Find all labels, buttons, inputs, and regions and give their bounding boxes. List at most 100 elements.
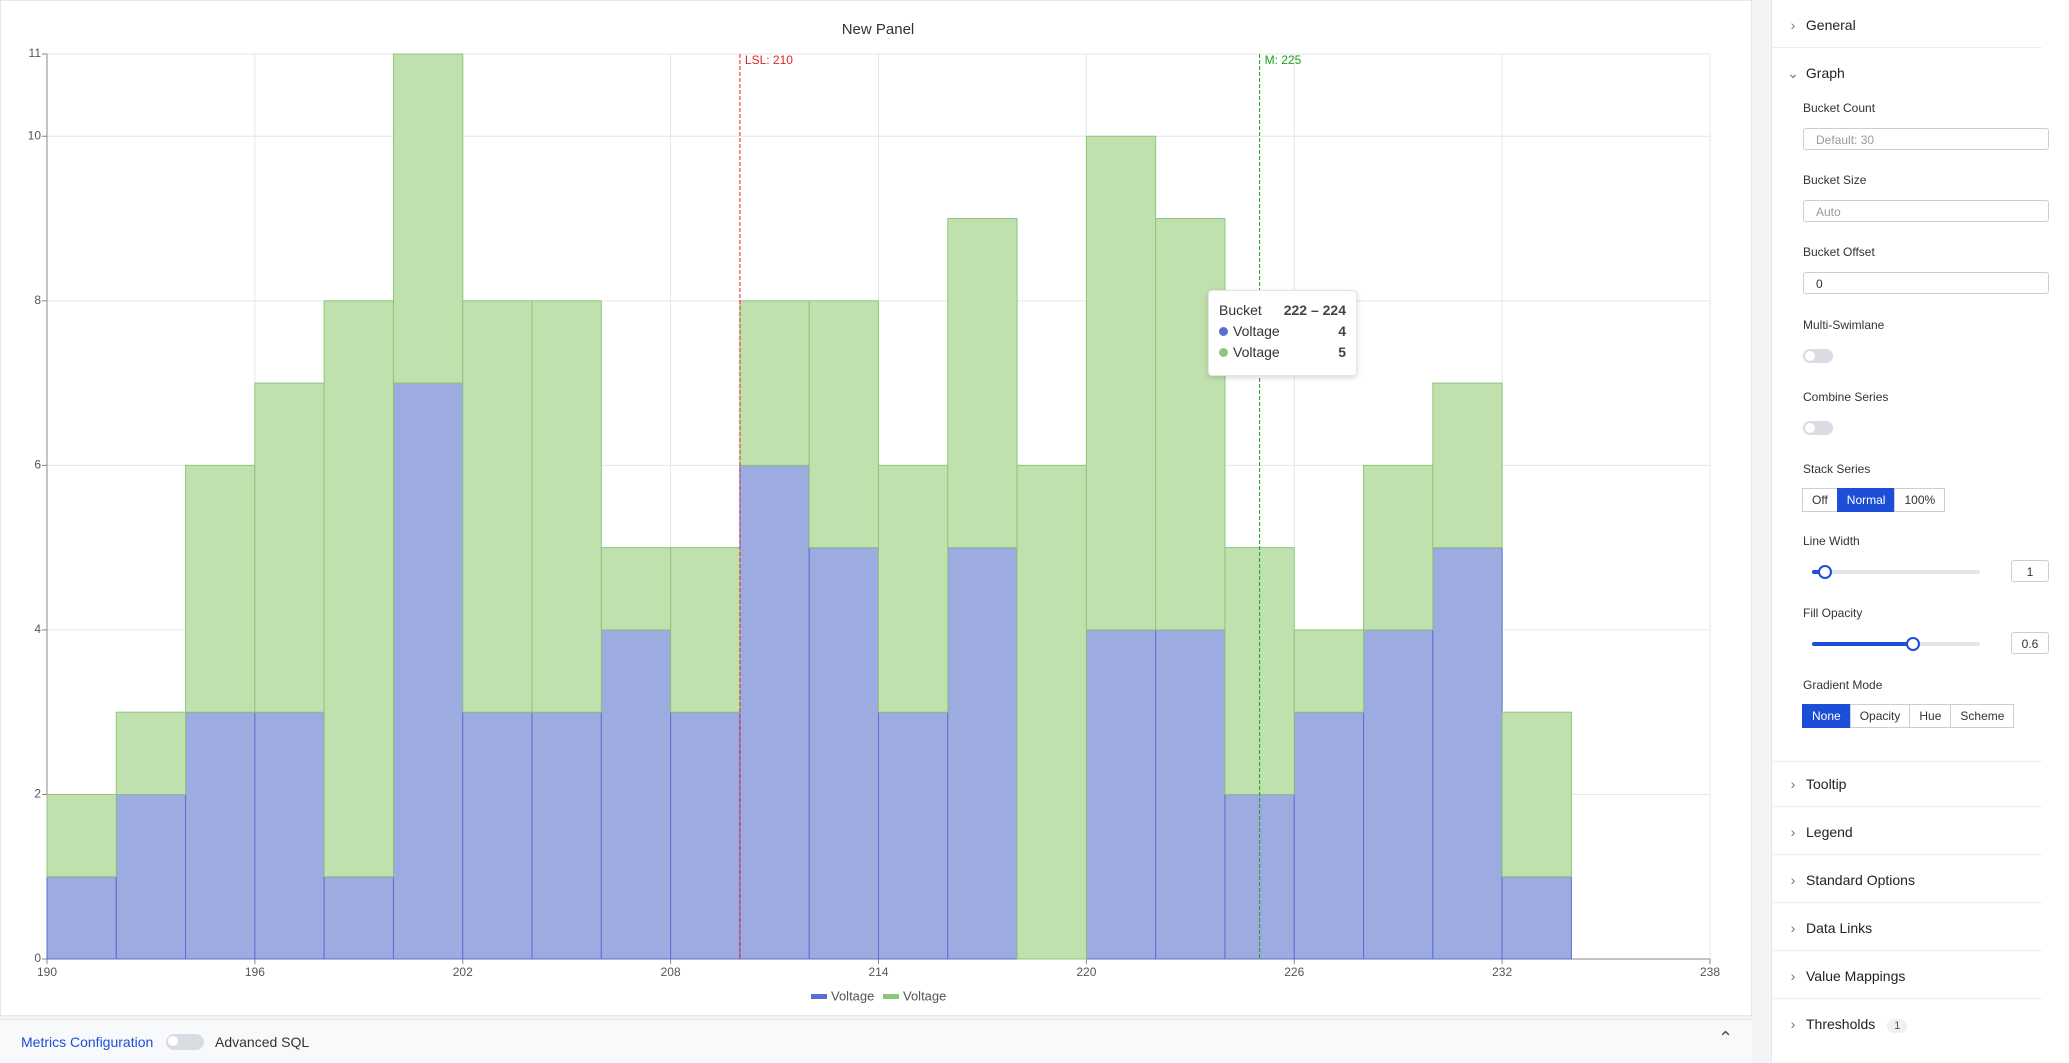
chevron: › — [1790, 1016, 1796, 1032]
tooltip-row: Voltage 5 — [1219, 341, 1346, 362]
histogram-bar — [1085, 629, 1157, 960]
x-tick-label: 208 — [661, 965, 681, 979]
histogram-bar — [739, 300, 810, 466]
slider-thumb[interactable] — [1906, 637, 1920, 651]
histogram-bar — [1432, 382, 1503, 549]
legend-swatch — [883, 994, 899, 999]
bucket-offset-input[interactable]: 0 — [1803, 272, 2049, 294]
multi-swimlane-toggle[interactable] — [1803, 349, 1833, 363]
histogram-bar — [46, 876, 117, 960]
metrics-config-link[interactable]: Metrics Configuration — [21, 1034, 154, 1050]
section-header[interactable]: › Value Mappings — [1772, 968, 2042, 999]
histogram-bar — [185, 464, 256, 713]
section-graph[interactable]: ⌄ Graph — [1787, 65, 1845, 81]
line-width-slider[interactable] — [1812, 565, 1980, 579]
section-general[interactable]: › General — [1772, 17, 2042, 48]
x-tick-label: 214 — [868, 965, 888, 979]
panel: New Panel 0 2 4 6 8 10 11 190 196 202 208 214 220 226… — [0, 0, 1752, 1016]
combine-series-toggle[interactable] — [1803, 421, 1833, 435]
tooltip-series: Voltage — [1233, 322, 1280, 339]
x-tick-label: 202 — [453, 965, 473, 979]
advanced-sql-toggle[interactable] — [166, 1034, 204, 1050]
option-button[interactable]: Scheme — [1950, 704, 2015, 728]
field-label: Multi-Swimlane — [1803, 318, 1885, 332]
histogram-bar — [878, 711, 949, 960]
histogram-bar — [1085, 135, 1157, 631]
field-label: Bucket Size — [1803, 173, 1867, 187]
section-header[interactable]: › Standard Options — [1772, 872, 2042, 903]
histogram-bar — [947, 547, 1018, 960]
section-header[interactable]: › Legend — [1772, 824, 2042, 855]
histogram-bar — [808, 547, 879, 960]
histogram-bar — [254, 382, 325, 713]
y-tick-label: 2 — [34, 787, 41, 801]
tooltip-dot — [1219, 326, 1228, 336]
histogram-bar — [185, 711, 256, 960]
y-tick-label: 11 — [29, 46, 42, 60]
field-label: Fill Opacity — [1803, 606, 1863, 620]
histogram-bar — [670, 547, 741, 713]
field-label: Bucket Offset — [1803, 245, 1875, 259]
y-tick-label: 4 — [34, 622, 41, 636]
tooltip-header: Bucket 222 – 224 — [1219, 299, 1346, 320]
option-button[interactable]: Hue — [1909, 704, 1952, 728]
chevron: › — [1790, 872, 1796, 888]
chart-title: New Panel — [842, 21, 915, 38]
legend-label: Voltage — [903, 988, 946, 1003]
option-button[interactable]: 100% — [1894, 488, 1946, 512]
histogram-bar — [1432, 547, 1503, 960]
y-tick-label: 6 — [34, 458, 41, 472]
line-width-value[interactable]: 1 — [2011, 560, 2049, 582]
histogram-bar — [947, 218, 1018, 549]
tooltip-range: 222 – 224 — [1283, 301, 1346, 318]
field-label: Line Width — [1803, 534, 1860, 548]
fill-opacity-value[interactable]: 0.6 — [2011, 632, 2049, 654]
section-title: Graph — [1805, 65, 1845, 81]
option-button[interactable]: Normal — [1836, 488, 1896, 512]
bucket-size-input[interactable]: Auto — [1803, 200, 2049, 222]
field-label: Gradient Mode — [1803, 678, 1883, 692]
section-header[interactable]: › Tooltip — [1772, 776, 2042, 807]
section-header[interactable]: › Thresholds 1 — [1772, 1016, 2042, 1047]
section-title: Standard Options — [1806, 872, 1915, 888]
slider-fill — [1812, 642, 1913, 646]
chevron: › — [1790, 776, 1796, 792]
chevron: › — [1790, 824, 1796, 840]
tooltip-dot — [1219, 347, 1228, 357]
tooltip-value: 4 — [1338, 322, 1346, 339]
histogram-bar — [1293, 711, 1365, 960]
bucket-count-input[interactable]: Default: 30 — [1803, 128, 2049, 150]
histogram-bar — [600, 629, 672, 960]
tooltip-title: Bucket — [1219, 301, 1262, 318]
annotation-label: LSL: 210 — [745, 53, 793, 67]
fill-opacity-slider[interactable] — [1812, 637, 1980, 651]
histogram-bar — [1363, 464, 1434, 631]
options-panel: › General ⌄ Graph Bucket Count Default: … — [1771, 0, 2069, 1063]
field-label: Bucket Count — [1803, 101, 1876, 115]
collapse-icon[interactable]: ⌃ — [1718, 1028, 1734, 1048]
tooltip-row: Voltage 4 — [1219, 320, 1346, 341]
y-tick-label: 10 — [28, 128, 42, 142]
section-title: Thresholds — [1806, 1016, 1876, 1032]
section-title: General — [1805, 17, 1856, 33]
chevron: › — [1790, 968, 1796, 984]
histogram-bar — [392, 53, 464, 384]
section-title: Tooltip — [1806, 776, 1847, 792]
slider-thumb[interactable] — [1818, 565, 1832, 579]
x-tick-label: 238 — [1700, 965, 1720, 979]
section-header[interactable]: › Data Links — [1772, 920, 2042, 951]
legend-swatch — [811, 994, 827, 999]
option-button[interactable]: None — [1802, 704, 1851, 728]
histogram-bar — [1293, 629, 1365, 713]
advanced-sql-label: Advanced SQL — [215, 1034, 310, 1050]
divider — [1772, 761, 2042, 762]
option-button[interactable]: Off — [1802, 488, 1838, 512]
bottom-bar: Metrics Configuration Advanced SQL ⌃ — [0, 1019, 1752, 1063]
histogram-bar — [1155, 629, 1226, 960]
section-title: Legend — [1806, 824, 1853, 840]
option-button[interactable]: Opacity — [1849, 704, 1911, 728]
histogram-bar — [254, 711, 325, 960]
histogram-bar — [392, 382, 464, 960]
histogram-bar — [531, 300, 602, 713]
